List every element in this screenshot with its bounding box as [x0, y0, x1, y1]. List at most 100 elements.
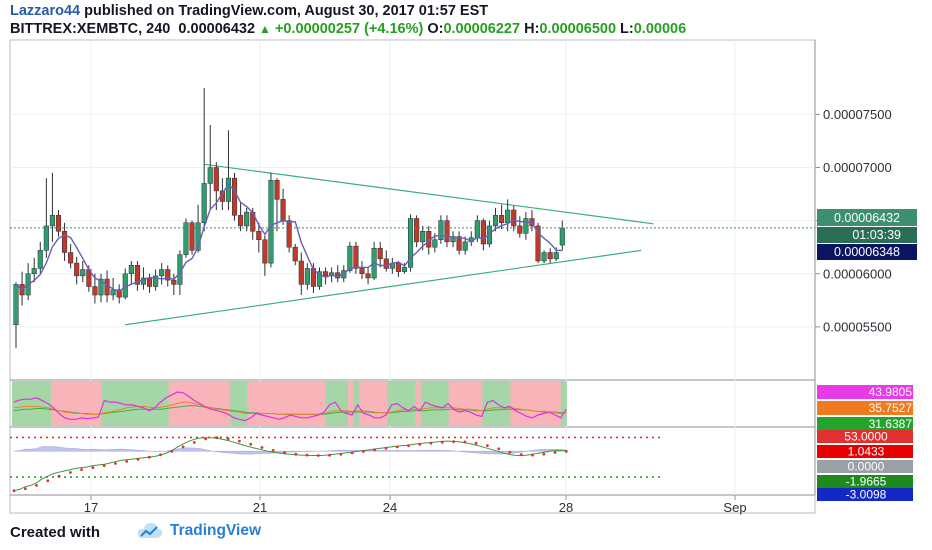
oscillator-label: 43.9805	[869, 385, 913, 399]
candle-down	[365, 273, 371, 279]
author-link[interactable]: Lazzaro44	[10, 3, 81, 19]
macd-signal-dot	[407, 444, 410, 447]
symbol-label: BITTREX:XEMBTC, 240	[10, 21, 171, 37]
candle-up	[523, 218, 529, 234]
regime-block	[202, 381, 209, 426]
candle-down	[134, 265, 140, 285]
regime-block	[521, 381, 528, 426]
macd-signal-dot	[35, 484, 38, 487]
macd-label: -3.0098	[846, 488, 887, 502]
candle-down	[323, 271, 329, 277]
publish-text: published on TradingView.com, August 30,…	[84, 3, 489, 19]
cloud-icon	[137, 523, 163, 538]
price-change: +0.00000257 (+4.16%)	[274, 21, 424, 37]
regime-block	[560, 381, 567, 426]
candle-down	[444, 220, 450, 243]
macd-signal-dot	[429, 441, 433, 445]
price-tick-label: 0.00006000	[823, 266, 892, 281]
regime-block	[12, 381, 19, 426]
macd-signal-dot	[125, 460, 129, 463]
up-arrow-icon: ▲	[259, 22, 271, 36]
open-value: 0.00006227	[443, 21, 521, 37]
candle-up	[492, 215, 499, 227]
regime-block	[168, 381, 175, 426]
regime-block	[269, 381, 276, 426]
macd-signal-dot	[170, 450, 174, 453]
candle-up	[31, 268, 37, 274]
macd-signal-dot	[12, 489, 16, 493]
candle-up	[553, 252, 559, 260]
regime-block	[297, 381, 304, 426]
candle-down	[238, 215, 244, 227]
macd-label: -1.9665	[846, 475, 887, 489]
candle-up	[225, 177, 231, 202]
macd-label-box	[817, 430, 913, 443]
candle-down	[92, 286, 98, 296]
macd-signal-dot	[294, 452, 298, 456]
macd-signal-dot	[249, 442, 253, 446]
candle-up	[43, 225, 49, 251]
candle-down	[414, 218, 420, 243]
regime-block	[347, 381, 355, 426]
regime-block	[241, 381, 248, 426]
candle-down	[535, 225, 541, 262]
candle-up	[268, 180, 274, 264]
macd-signal-dot	[46, 479, 50, 483]
candle-down	[511, 209, 517, 227]
macd-signal-dot	[384, 446, 388, 450]
macd-label-box	[817, 445, 913, 458]
candle-up	[49, 215, 55, 227]
candle-up	[183, 222, 189, 255]
macd-signal-dot	[497, 447, 501, 451]
last-price: 0.00006432	[178, 21, 256, 37]
macd-signal-dot	[102, 464, 106, 467]
regime-block	[207, 381, 215, 426]
regime-block	[476, 381, 483, 426]
time-tick-label: 21	[253, 500, 267, 515]
regime-block	[527, 381, 534, 426]
macd-signal-dot	[362, 450, 365, 453]
candle-down	[353, 245, 359, 269]
macd-signal-dot	[181, 445, 185, 449]
oscillator-magenta-line	[13, 391, 567, 422]
regime-block	[235, 381, 243, 426]
candle-down	[499, 215, 505, 223]
candle-up	[128, 265, 134, 274]
macd-signal-dot	[452, 440, 455, 444]
macd-signal-dot	[316, 454, 320, 457]
regime-block	[499, 381, 506, 426]
candle-up	[195, 222, 201, 251]
regime-block	[129, 381, 136, 426]
macd-signal-dot	[463, 440, 467, 444]
candle-up	[304, 268, 310, 285]
tradingview-logo[interactable]: TradingView	[136, 520, 261, 542]
regime-block	[23, 381, 30, 426]
triangle-trendlines[interactable]	[125, 163, 654, 326]
regime-block	[510, 381, 517, 426]
candle-down	[256, 231, 262, 240]
regime-block	[258, 381, 265, 426]
regime-block	[123, 381, 131, 426]
price-tick-label: 0.00007000	[823, 160, 892, 175]
regime-block	[67, 381, 75, 426]
candle-down	[286, 220, 292, 248]
candle-up	[559, 227, 565, 246]
regime-block	[213, 381, 220, 426]
macd-signal-dot	[91, 466, 95, 469]
oscillator-value-labels: 43.9805 35.7527 31.6387	[817, 385, 913, 431]
regime-block	[151, 381, 159, 426]
regime-block	[263, 381, 271, 426]
macd-signal-dot	[159, 453, 162, 457]
candle-up	[98, 278, 104, 296]
lower-trendline	[125, 249, 642, 326]
macd-signal-dot	[238, 439, 241, 443]
high-label: H:	[524, 21, 540, 37]
candle-up	[110, 289, 116, 296]
regime-block	[185, 381, 192, 426]
candle-down	[231, 177, 238, 216]
regime-block	[179, 381, 187, 426]
created-with-label: Created with	[10, 524, 101, 541]
publish-header: Lazzaro44 published on TradingView.com, …	[10, 3, 488, 19]
time-tick-label: 24	[383, 500, 397, 515]
